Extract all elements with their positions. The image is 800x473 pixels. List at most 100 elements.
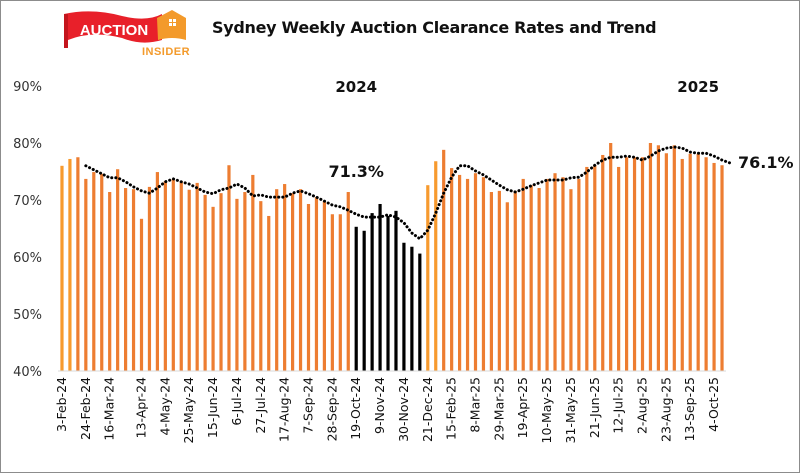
bar — [60, 165, 64, 371]
bar — [84, 178, 88, 371]
bar — [251, 174, 255, 371]
year-label: 2024 — [335, 78, 377, 96]
bar — [720, 165, 724, 371]
bar — [481, 177, 486, 371]
x-tick-label: 19-Apr-25 — [515, 377, 530, 438]
logo-text-insider: INSIDER — [142, 46, 190, 58]
x-tick-label: 21-Jun-25 — [587, 377, 602, 438]
bar — [291, 193, 295, 371]
bar — [561, 177, 565, 371]
x-tick-label: 7-Sep-24 — [301, 377, 316, 433]
bar — [219, 193, 223, 371]
x-tick-label: 6-Jul-24 — [229, 377, 244, 426]
annotation-label: 76.1% — [738, 153, 794, 172]
bar-series — [60, 143, 724, 371]
x-tick-label: 2-Aug-25 — [635, 377, 650, 434]
bar — [92, 172, 96, 371]
x-tick-label: 21-Dec-24 — [420, 377, 435, 442]
bar — [275, 189, 279, 371]
y-tick-label: 80% — [13, 137, 42, 152]
bar — [450, 168, 454, 371]
bar — [306, 203, 311, 371]
bar — [163, 181, 167, 371]
bar — [346, 192, 350, 371]
x-tick-label: 8-Mar-25 — [468, 377, 483, 433]
bar — [187, 189, 191, 371]
x-tick-label: 3-Feb-24 — [54, 377, 69, 432]
bar — [100, 173, 104, 371]
bar — [712, 162, 716, 371]
x-tick-label: 27-Jul-24 — [253, 377, 268, 434]
bar — [235, 198, 239, 371]
annotation-label: 71.3% — [328, 162, 384, 181]
bar — [569, 189, 573, 371]
bar — [370, 213, 374, 371]
bar — [593, 165, 597, 371]
x-tick-label: 19-Oct-24 — [348, 377, 363, 440]
bar — [458, 174, 462, 371]
y-tick-label: 60% — [13, 251, 42, 266]
bar — [155, 172, 159, 371]
bar — [68, 158, 72, 371]
bar — [656, 145, 660, 371]
bar — [648, 143, 653, 371]
x-tick-label: 12-Jul-25 — [611, 377, 626, 434]
bar — [553, 173, 557, 371]
x-tick-label: 10-May-25 — [539, 377, 554, 443]
bar — [322, 201, 326, 371]
bar — [426, 185, 430, 371]
bar — [632, 157, 637, 371]
x-tick-label: 9-Nov-24 — [372, 377, 387, 434]
y-axis: 40% 50% 60% 70% 80% 90% — [13, 80, 42, 380]
bar — [394, 210, 398, 371]
bar — [704, 157, 708, 371]
bar — [672, 145, 676, 371]
logo-flag-pole — [64, 14, 68, 48]
bar — [696, 153, 700, 371]
y-tick-label: 70% — [13, 194, 42, 209]
bar — [577, 178, 581, 371]
bar — [171, 178, 175, 371]
bar — [283, 184, 287, 371]
chart-title: Sydney Weekly Auction Clearance Rates an… — [212, 18, 657, 37]
bar — [513, 190, 517, 371]
y-tick-label: 90% — [13, 80, 42, 95]
x-tick-label: 17-Aug-24 — [277, 377, 292, 442]
auction-insider-logo: AUCTION INSIDER — [62, 6, 190, 58]
bar — [617, 166, 621, 371]
bar — [489, 192, 493, 371]
bar — [211, 206, 215, 371]
y-tick-label: 40% — [13, 365, 42, 380]
bar — [545, 178, 549, 371]
x-tick-label: 31-May-25 — [563, 377, 578, 443]
bar — [259, 201, 263, 371]
bar — [680, 158, 684, 371]
trend-series — [84, 145, 732, 241]
bar — [354, 226, 358, 371]
x-tick-label: 28-Sep-24 — [324, 377, 339, 441]
bar — [338, 214, 342, 371]
bar — [267, 215, 271, 371]
bar — [147, 186, 152, 371]
logo-graphic: AUCTION INSIDER — [64, 10, 190, 58]
bar — [497, 190, 501, 371]
bar — [418, 253, 422, 371]
bar — [179, 181, 183, 371]
bar — [537, 188, 541, 371]
year-label: 2025 — [677, 78, 719, 96]
x-tick-label: 15-Jun-24 — [205, 377, 220, 438]
bar — [609, 143, 613, 371]
bar — [243, 192, 247, 371]
bar — [386, 215, 390, 371]
bar — [521, 178, 525, 371]
y-tick-label: 50% — [13, 308, 42, 323]
bar — [195, 182, 199, 371]
bar — [529, 185, 533, 371]
bar — [298, 189, 303, 371]
logo-text-auction: AUCTION — [80, 22, 148, 39]
x-tick-label: 4-May-24 — [157, 377, 172, 436]
bar — [442, 149, 446, 371]
bar — [402, 242, 406, 371]
bar — [601, 154, 605, 371]
